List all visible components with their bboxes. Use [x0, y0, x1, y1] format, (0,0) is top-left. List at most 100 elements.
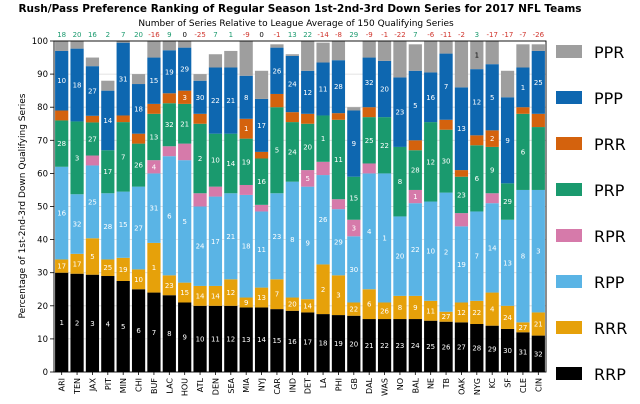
segment-label: 5 [413, 102, 417, 110]
axes: 0102030405060708090100ARI18TEN20JAX16PIT… [32, 31, 547, 396]
segment-label: 26 [319, 216, 328, 224]
bar-segment-prr [85, 115, 100, 123]
segment-label: 17 [57, 263, 66, 271]
segment-label: 10 [211, 157, 220, 165]
segment-label: 20 [395, 253, 404, 261]
segment-label: 6 [475, 175, 480, 183]
segment-label: 9 [244, 299, 248, 307]
bar-segment-rpp [301, 186, 315, 300]
x-tick-label: CAR [273, 378, 282, 395]
bar-segment-rrr [55, 259, 69, 273]
segment-label: 7 [275, 291, 279, 299]
series-count-diff-label: -22 [394, 31, 405, 39]
segment-label: 16 [288, 338, 297, 346]
bar-segment-prr [55, 110, 69, 121]
series-count-diff-label: 0 [259, 31, 263, 39]
bar-segment-rpr [454, 213, 469, 227]
x-tick-label: ARI [58, 378, 67, 391]
bar-segment-rpp [85, 165, 100, 239]
legend-label-rpr: RPR [594, 227, 626, 246]
series-count-diff-label: 22 [303, 31, 312, 39]
bar-segment-prr [362, 107, 376, 118]
bar-segment-prr [116, 115, 130, 123]
segment-label: 9 [413, 304, 417, 312]
bar-segment-rrr [147, 242, 161, 293]
y-tick-label: 90 [37, 70, 48, 80]
x-tick-label: DEN [211, 378, 220, 395]
segment-label: 3 [336, 292, 340, 300]
bar-segment-rrp [224, 305, 238, 372]
segment-label: 10 [196, 335, 205, 343]
segment-label: 28 [411, 167, 420, 175]
bar-segment-ppr [470, 41, 484, 70]
x-tick-label: BAL [411, 377, 420, 393]
bar-segment-ppr [55, 41, 69, 51]
segment-label: 13 [503, 259, 512, 267]
series-count-diff-label: -1 [381, 31, 388, 39]
segment-label: 31 [119, 76, 128, 84]
bar-segment-ppr [516, 44, 530, 68]
x-tick-label: MIN [119, 378, 128, 393]
bar-segment-prr [531, 113, 545, 128]
bar-segment-rpr [208, 186, 223, 197]
segment-label: 17 [257, 122, 266, 130]
segment-label: 22 [411, 246, 420, 254]
segment-label: 13 [257, 294, 266, 302]
bar-segment-prr [270, 93, 284, 108]
segment-label: 23 [457, 191, 466, 199]
segment-label: 15 [349, 195, 358, 203]
segment-label: 3 [90, 320, 94, 328]
segment-label: 24 [503, 314, 512, 322]
bar-segment-rrp [55, 272, 69, 372]
bar-segment-rpp [239, 194, 253, 298]
bar-segment-rrp [70, 273, 84, 372]
bar-segment-rpp [408, 203, 422, 296]
y-tick-label: 80 [37, 103, 48, 113]
y-tick-label: 10 [37, 335, 48, 345]
x-tick-label: PIT [104, 378, 113, 390]
x-tick-label: SEA [227, 377, 236, 393]
bar-segment-ppr [116, 41, 130, 43]
segment-label: 12 [426, 158, 435, 166]
bar-segment-prr [239, 118, 253, 139]
segment-label: 8 [290, 236, 294, 244]
segment-label: 32 [73, 221, 82, 229]
segment-label: 1 [475, 52, 479, 60]
bar-segment-ppr [316, 42, 330, 63]
segment-label: 9 [505, 137, 509, 145]
bar-segment-ppp [55, 50, 69, 111]
bar-segment-prr [162, 93, 176, 104]
segment-label: 6 [136, 327, 141, 335]
segment-label: 23 [395, 342, 404, 350]
bar-segment-prp [331, 119, 346, 200]
series-count-diff-label: -6 [427, 31, 435, 39]
x-tick-label: DET [304, 378, 313, 394]
bar-segment-rrp [301, 312, 315, 372]
segment-label: 7 [444, 83, 448, 91]
bar-segment-rpr [147, 160, 161, 174]
y-tick-label: 20 [37, 302, 48, 312]
bar-segment-ppr [208, 54, 223, 68]
segment-label: 26 [380, 307, 389, 315]
bar-segment-ppr [101, 80, 115, 91]
segment-label: 25 [426, 343, 435, 351]
x-tick-label: JAX [88, 377, 97, 392]
bar-segment-prp [347, 176, 361, 220]
bar-segment-rpp [393, 216, 407, 296]
bar-segment-rrp [193, 305, 207, 372]
segment-label: 29 [488, 345, 497, 353]
segment-label: 18 [242, 243, 251, 251]
bar-segment-rpp [285, 181, 299, 298]
bar-segment-ppr [285, 54, 299, 56]
bar-segment-ppr [424, 41, 438, 73]
segment-label: 7 [475, 253, 479, 261]
bar-segment-rpr [331, 199, 346, 210]
segment-label: 21 [534, 321, 543, 329]
bar-segment-ppp [70, 48, 84, 122]
bar-segment-rrr [285, 297, 299, 311]
series-count-diff-label: 2 [106, 31, 110, 39]
bar-segment-prp [454, 176, 469, 214]
segment-label: 25 [103, 264, 112, 272]
segment-label: 20 [303, 143, 312, 151]
legend-swatch-prp [556, 183, 582, 196]
